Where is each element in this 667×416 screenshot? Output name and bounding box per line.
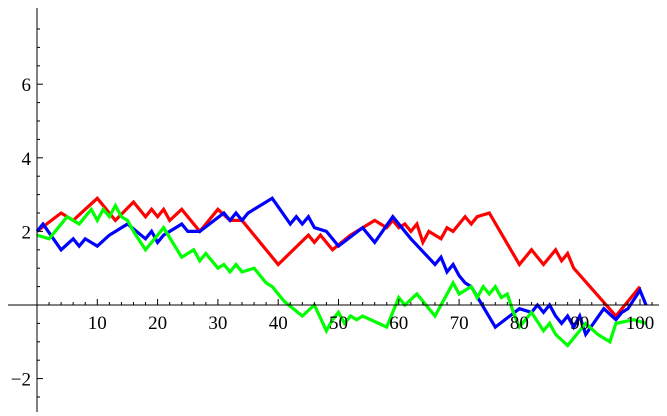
x-tick-label: 100 [626,313,655,334]
y-tick-label: 6 [22,75,32,96]
y-tick-label: 4 [22,149,32,170]
series-line-3 [36,202,647,348]
x-tick-label: 80 [510,313,529,334]
series-line-1 [36,195,642,319]
x-tick-label: 60 [389,313,408,334]
y-tick-label: −2 [11,370,31,391]
x-tick-label: 30 [208,313,227,334]
x-tick-label: 90 [570,313,589,334]
series-line-2 [35,196,648,338]
x-tick-label: 10 [88,313,107,334]
x-tick-label: 70 [450,313,469,334]
y-tick-label: 2 [22,222,32,243]
axes [8,8,659,412]
x-tick-label: 40 [269,313,288,334]
series-layer [35,195,648,348]
ticks: 10 20 30 40 50 60 70 80 90 100 −2 2 4 6 [11,28,655,398]
x-tick-label: 50 [329,313,348,334]
x-tick-label: 20 [148,313,167,334]
